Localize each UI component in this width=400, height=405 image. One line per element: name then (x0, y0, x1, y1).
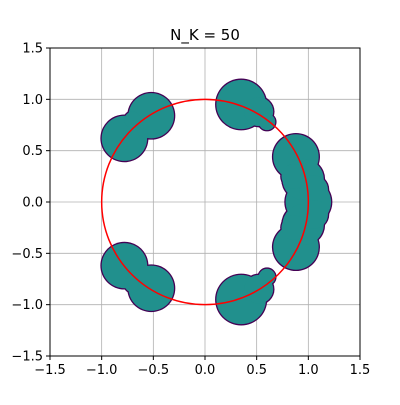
region-disk-right-20 (281, 215, 307, 240)
regions (100, 78, 333, 326)
x-tick-label-1: −1.0 (86, 363, 118, 378)
y-tick-label-1: −1.0 (11, 298, 43, 313)
y-tick-label-4: 0.5 (22, 144, 43, 159)
region-disk-lower-left-5 (124, 275, 141, 293)
region-disk-right-19 (281, 164, 307, 189)
x-tick-label-6: 1.5 (350, 363, 371, 378)
axis-ticks: −1.5 −1.0 −0.5 0.0 0.5 1.0 1.5 −1.5 −1.0 −0.5 0.0 0… (11, 42, 370, 379)
x-tick-label-4: 0.5 (246, 363, 267, 378)
region-disk-upper-left-1 (128, 93, 174, 139)
region-disk-upper-left-2 (124, 111, 141, 129)
x-tick-label-0: −1.5 (34, 363, 66, 378)
reference-circle (100, 98, 310, 306)
chart-title: N_K = 50 (170, 26, 240, 45)
reference-circle-layer (100, 98, 310, 306)
y-tick-label-6: 1.5 (22, 42, 43, 57)
region-disk-bottom-11 (258, 268, 276, 286)
x-tick-label-2: −0.5 (138, 363, 170, 378)
y-tick-label-0: −1.5 (11, 350, 43, 365)
y-tick-label-5: 1.0 (22, 93, 43, 108)
y-tick-label-2: −0.5 (11, 247, 43, 262)
x-tick-label-3: 0.0 (195, 363, 216, 378)
x-tick-label-5: 1.0 (298, 363, 319, 378)
y-tick-label-3: 0.0 (22, 196, 43, 211)
region-disk-lower-left-4 (128, 265, 174, 311)
